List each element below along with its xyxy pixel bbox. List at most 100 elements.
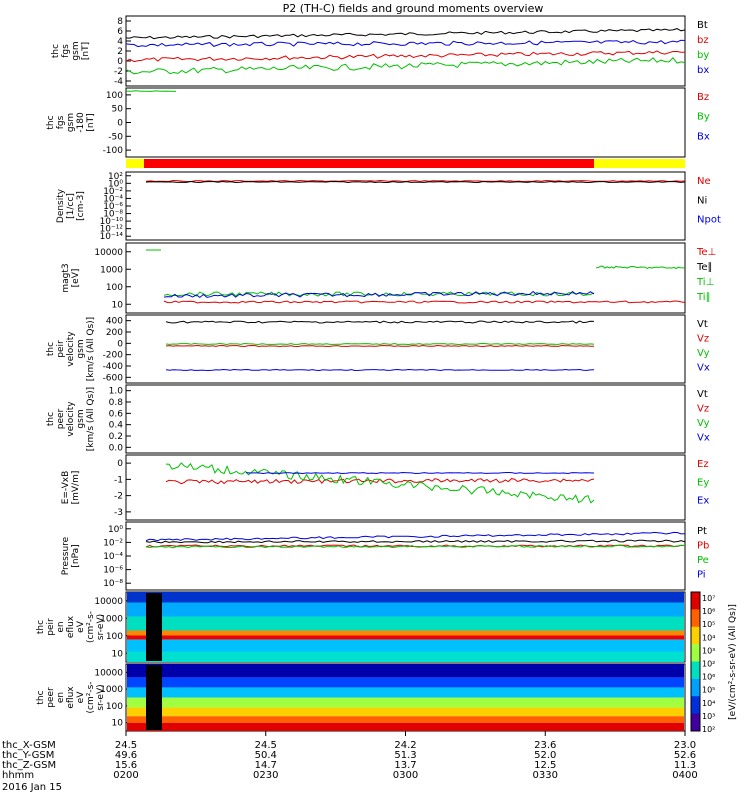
- tick-label: 10⁻⁴: [103, 552, 123, 562]
- spectrogram-band: [127, 592, 684, 603]
- tick-label: 1000: [100, 265, 123, 275]
- tick-label: 10: [112, 719, 124, 729]
- trace-vx: [165, 368, 595, 372]
- spectrogram-band: [127, 677, 684, 688]
- panel-ylabel: thc peer en eflux eV (cm²-s-sr-eV): [36, 681, 106, 713]
- ylabel-line: fgs: [56, 115, 66, 129]
- status-bar-yellow: [594, 159, 685, 168]
- panel-ylabel: Pressure [nPa]: [61, 536, 81, 575]
- tick-label: 1000: [100, 614, 123, 624]
- panel-frame: [125, 454, 686, 521]
- trace-bx: [125, 39, 686, 48]
- xaxis-value: 0200: [113, 770, 138, 781]
- legend-fgs2-2: Bx: [697, 131, 710, 142]
- colorbar-tick: 10²: [702, 660, 715, 669]
- legend-fgs2-1: By: [697, 112, 710, 123]
- ylabel-line: peer: [46, 687, 56, 708]
- spectrogram-band: [127, 635, 684, 640]
- panel-frame: [125, 15, 686, 87]
- spectrogram-band: [127, 722, 684, 731]
- panel-peer_vel: thc peer velocity gsm [km/s (All Qs)] 1.00.80…: [46, 384, 710, 454]
- tick-label: 10⁻⁸: [103, 579, 123, 589]
- tick-label: -4: [114, 77, 123, 87]
- tick-label: 6: [117, 27, 123, 37]
- tick-label: 10: [112, 649, 124, 659]
- tick-label: 0: [117, 119, 123, 129]
- tick-label: 200: [106, 328, 123, 338]
- spectrogram-gap: [146, 593, 162, 661]
- tick-label: 100: [106, 632, 123, 642]
- panel-ylabel: E=-VxB [mV/m]: [61, 471, 81, 505]
- spectrogram-band: [127, 697, 684, 708]
- panel-ylabel: thc fgs gsm -180 [nT]: [46, 112, 96, 133]
- panel-peer_spec: thc peer en eflux eV (cm²-s-sr-eV) 10000 1000 10…: [36, 663, 686, 732]
- ylabel-line: sr-eV): [96, 684, 106, 710]
- colorbar-tick: 10⁴: [702, 633, 715, 642]
- tick-label: -200: [103, 351, 124, 361]
- xaxis-value: 51.3: [394, 750, 416, 761]
- colorbar-segment: [691, 592, 700, 610]
- tick-label: 10⁻⁶: [103, 566, 123, 576]
- colorbar-segment: [691, 713, 700, 732]
- legend-peer_vel-2: Vy: [697, 418, 710, 429]
- ylabel-line: thc: [36, 620, 46, 634]
- tick-label: -3: [114, 508, 123, 518]
- panel-frame: [125, 242, 686, 314]
- tick-label: 10⁻⁴: [103, 194, 123, 204]
- ylabel-line: [nT]: [86, 113, 96, 131]
- status-bar-red: [144, 159, 594, 168]
- panel-frame: [125, 384, 686, 454]
- legend-peir_vel-2: Vy: [697, 348, 710, 359]
- ylabel-line: Pressure: [61, 536, 71, 575]
- tick-label: -400: [103, 362, 124, 372]
- legend-efield-1: Ey: [697, 477, 709, 488]
- tick-label: 10⁻⁶: [103, 202, 123, 212]
- colorbar-tick: 10⁶: [702, 607, 715, 616]
- tick-label: 10⁻²: [103, 187, 123, 197]
- xaxis-row-label: thc_Z-GSM: [2, 760, 56, 771]
- panel-frame: [125, 521, 686, 591]
- spectrogram-band: [127, 639, 684, 652]
- xaxis-value: 24.5: [255, 740, 277, 751]
- ylabel-line: gsm: [76, 409, 86, 428]
- legend-temp-2: Ti⊥: [696, 277, 714, 288]
- ylabel-line: [nT]: [81, 42, 91, 60]
- ylabel-line: [cm-3]: [76, 191, 86, 221]
- tick-label: 10000: [94, 668, 123, 678]
- tick-label: 0.8: [109, 398, 124, 408]
- colorbar-segment: [691, 609, 700, 628]
- xaxis-value: 12.5: [534, 760, 556, 771]
- trace-bz: [125, 50, 685, 63]
- ylabel-line: [1/cc]: [66, 193, 76, 219]
- xaxis-row-label: hhmm: [2, 770, 34, 781]
- legend-pressure-2: Pe: [697, 555, 709, 566]
- legend-peer_vel-1: Vz: [697, 404, 709, 415]
- trace-vy: [165, 342, 595, 346]
- tick-label: 10⁰: [108, 525, 123, 535]
- trace-ey: [165, 462, 595, 504]
- xaxis-value: 52.6: [674, 750, 696, 761]
- ylabel-line: eflux: [66, 686, 76, 709]
- xaxis-date: 2016 Jan 15: [2, 782, 62, 793]
- tick-label: 400: [106, 317, 123, 327]
- trace-vt: [165, 320, 595, 324]
- ylabel-line: magt3: [61, 263, 71, 292]
- tick-label: 100: [106, 283, 123, 293]
- ylabel-line: peir: [46, 618, 56, 636]
- tick-label: 10⁻¹⁰: [100, 217, 124, 227]
- tick-label: 0.6: [109, 409, 124, 419]
- legend-fgs-1: bz: [697, 35, 709, 46]
- ylabel-line: peer: [56, 408, 66, 429]
- legend-density-1: Ni: [697, 195, 707, 206]
- legend-fgs-3: bx: [697, 65, 709, 76]
- ylabel-line: thc: [46, 412, 56, 426]
- xaxis-row-label: thc_X-GSM: [2, 740, 56, 751]
- trace-ti: [163, 291, 595, 297]
- tick-label: 1.0: [109, 387, 124, 397]
- trace-ti-late: [595, 265, 685, 270]
- panel-density: Density [1/cc] [cm-3]10²10⁰10⁻²10⁻⁴10⁻⁶10⁻…: [56, 171, 721, 242]
- xaxis-value: 0300: [393, 770, 418, 781]
- spectrogram-band: [127, 616, 684, 631]
- trace-bt: [125, 28, 686, 40]
- colorbar-tick: 10²: [702, 725, 715, 734]
